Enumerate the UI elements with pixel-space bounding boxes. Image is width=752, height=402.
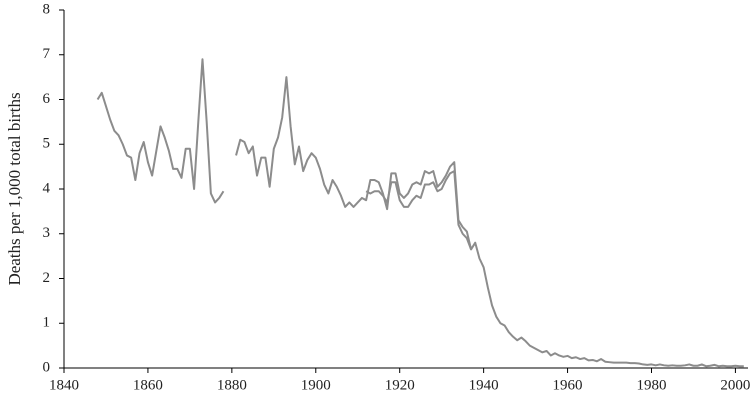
x-tick-label: 2000 <box>720 377 750 393</box>
y-tick-label: 7 <box>43 46 51 62</box>
y-tick-label: 2 <box>43 270 51 286</box>
y-tick-label: 6 <box>43 91 51 107</box>
x-tick-label: 1860 <box>133 377 163 393</box>
x-tick-label: 1840 <box>49 377 79 393</box>
line-series <box>96 58 744 368</box>
x-tick-label: 1920 <box>385 377 415 393</box>
y-tick-label: 0 <box>43 359 51 375</box>
y-tick-label: 5 <box>43 136 51 152</box>
line-series <box>365 170 472 250</box>
y-tick-label: 3 <box>43 225 51 241</box>
y-tick-label: 8 <box>43 1 51 17</box>
x-tick-label: 1900 <box>301 377 331 393</box>
y-tick-label: 4 <box>43 180 51 196</box>
x-tick-label: 1940 <box>469 377 499 393</box>
x-tick-label: 1880 <box>217 377 247 393</box>
x-tick-label: 1980 <box>636 377 666 393</box>
x-tick-label: 1960 <box>553 377 583 393</box>
y-axis-label: Deaths per 1,000 total births <box>5 92 24 285</box>
y-tick-label: 1 <box>43 315 51 331</box>
